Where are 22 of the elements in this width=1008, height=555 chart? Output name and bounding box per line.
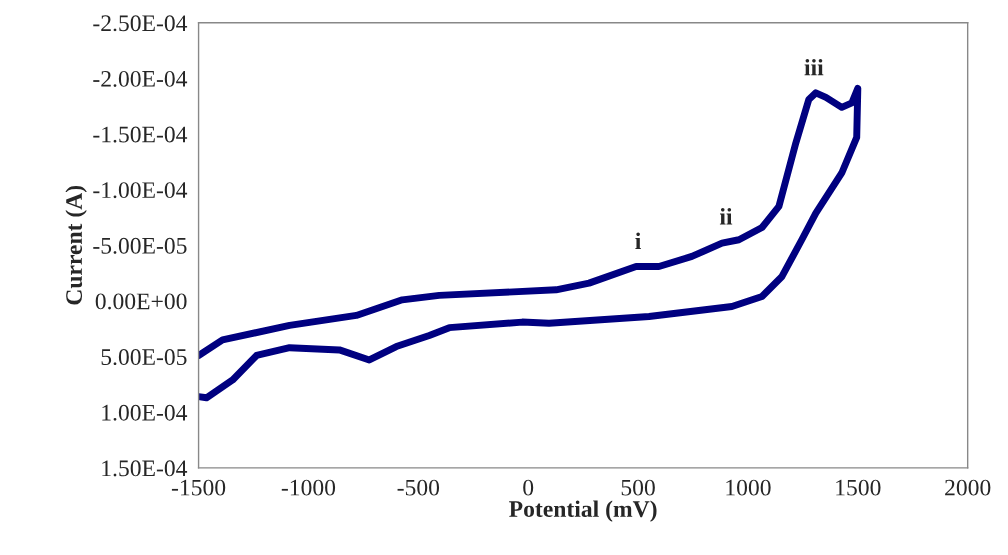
y-tick-label: -1.50E-04 [93, 126, 188, 143]
x-tick-label: 500 [621, 479, 655, 496]
y-axis-title: Current (A) [65, 185, 87, 305]
y-tick-label: 1.00E-04 [102, 404, 188, 421]
y-tick-label: -5.00E-05 [93, 237, 187, 254]
y-tick-label: -2.00E-04 [93, 70, 188, 87]
annotation: ii [719, 208, 733, 225]
x-tick-label: 2000 [945, 479, 991, 496]
y-tick-label: 0.00E+00 [95, 293, 187, 310]
annotation: iii [804, 58, 824, 76]
x-tick-label: 0 [523, 479, 534, 496]
x-tick-label: -500 [397, 479, 440, 496]
x-tick-label: -1000 [281, 479, 336, 496]
y-tick-label: -1.00E-04 [93, 182, 188, 199]
y-tick-label: 1.50E-04 [102, 460, 188, 477]
x-tick-label: 1500 [836, 479, 881, 496]
x-axis-title: Potential (mV) [509, 500, 657, 522]
x-tick-label: 1000 [726, 479, 771, 496]
annotation: i [635, 232, 641, 249]
x-tick-label: -1500 [171, 479, 226, 496]
y-tick-label: -2.50E-04 [93, 15, 188, 32]
y-tick-label: 5.00E-05 [101, 349, 187, 366]
